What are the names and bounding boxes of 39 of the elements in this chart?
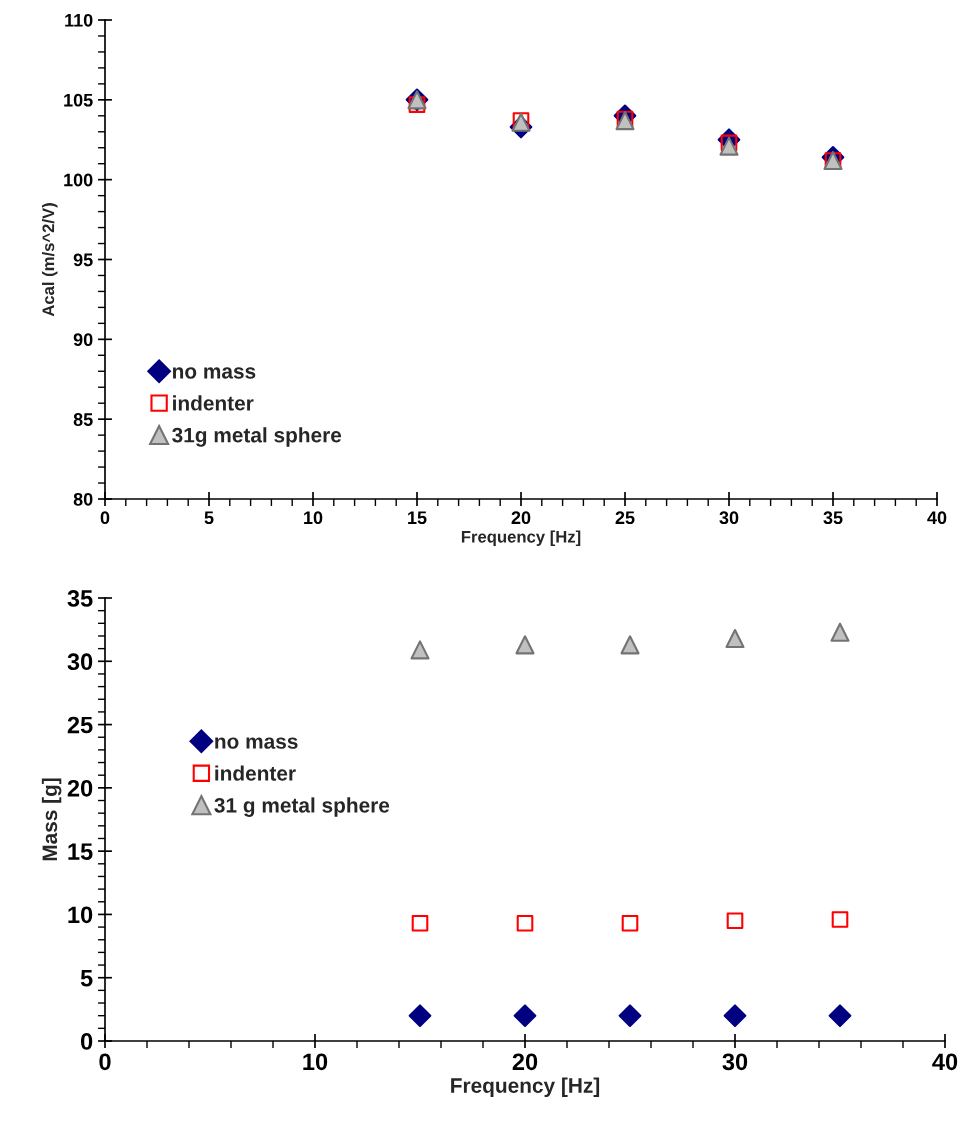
x-tick-label: 20	[511, 511, 531, 525]
x-axis-title: Frequency [Hz]	[451, 1077, 600, 1098]
y-tick-label: 0	[81, 1033, 93, 1050]
legend-label: no mass	[215, 737, 298, 749]
x-tick-label: 25	[615, 511, 635, 525]
y-tick-label: 95	[73, 253, 93, 267]
y-tick-label: 30	[67, 653, 93, 671]
x-tick-label: 10	[303, 1053, 328, 1071]
x-tick-label: 0	[100, 511, 110, 525]
y-axis-title: Mass [g]	[41, 778, 62, 861]
legend-label: no mass	[173, 367, 256, 379]
legend-label: indenter	[215, 765, 296, 781]
y-tick-label: 35	[67, 590, 93, 607]
y-tick-label: 80	[73, 492, 93, 506]
legend-label: indenter	[173, 395, 254, 411]
legend-label: 31 g metal sphere	[214, 797, 390, 817]
x-tick-label: 40	[927, 511, 947, 525]
y-tick-label: 20	[67, 779, 93, 797]
x-tick-label: 15	[408, 511, 427, 525]
legend-label: 31g metal sphere	[172, 427, 342, 447]
y-tick-label: 10	[68, 906, 93, 924]
y-tick-label: 25	[67, 716, 93, 734]
x-tick-label: 10	[304, 511, 323, 525]
x-tick-label: 40	[932, 1053, 958, 1071]
y-tick-label: 15	[68, 843, 93, 860]
y-tick-label: 105	[64, 93, 93, 107]
x-tick-label: 30	[719, 511, 739, 525]
x-tick-label: 35	[823, 511, 843, 525]
y-tick-label: 100	[64, 173, 93, 187]
y-tick-label: 110	[65, 13, 93, 27]
x-tick-label: 20	[512, 1053, 538, 1071]
x-axis-title: Frequency [Hz]	[461, 530, 581, 546]
y-tick-label: 85	[73, 413, 93, 426]
y-tick-label: 5	[80, 970, 93, 987]
y-axis-title: Acal (m/s^2/V)	[41, 203, 58, 317]
x-tick-label: 30	[722, 1053, 748, 1071]
x-tick-label: 0	[99, 1053, 111, 1071]
y-tick-label: 90	[73, 333, 93, 347]
x-tick-label: 5	[204, 511, 214, 525]
